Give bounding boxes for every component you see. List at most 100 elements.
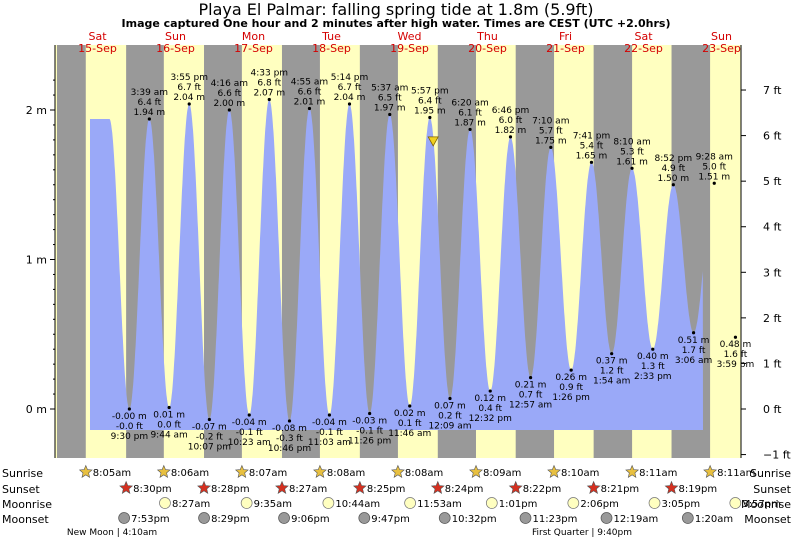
high-tide-feet: 6.1 ft [458,108,482,118]
daylight-band [55,45,57,458]
low-tide-point [610,352,614,356]
high-tide-feet: 6.4 ft [418,96,442,106]
moonrise-time: 8:27am [172,499,210,510]
moonset-time: 7:53pm [131,514,170,525]
day-date: 15-Sep [78,42,117,55]
moonset-row-label: Moonset [2,513,49,526]
high-tide-time: 6:20 am [451,98,488,108]
low-tide-feet: 0.0 ft [157,421,181,431]
daylight-band [710,45,741,458]
low-tide-feet: 0.2 ft [438,412,462,422]
sunset-time: 8:22pm [523,484,562,495]
sunrise-icon [547,464,561,478]
low-tide-metres: 0.01 m [153,411,185,421]
sunrise-icon [313,464,327,478]
day-name: Wed [398,30,422,43]
sunset-time: 8:19pm [679,484,718,495]
sunset-icon [664,480,679,494]
high-tide-point [671,183,675,187]
moonrise-time: 11:53am [417,499,462,510]
low-tide-time: 12:57 am [509,401,552,411]
sunrise-time: 8:11am [639,468,677,479]
day-name: Tue [321,30,341,43]
moonrise-icon [159,497,171,509]
high-tide-time: 3:55 pm [170,73,208,83]
low-tide-point [691,331,696,335]
low-tide-point [569,368,573,372]
right-tick-label: 2 ft [763,312,782,325]
day-date: 16-Sep [156,42,195,55]
low-tide-metres: -0.04 m [312,418,347,428]
day-date: 21-Sep [546,42,585,55]
low-tide-feet: -0.1 ft [316,428,343,438]
low-tide-metres: 0.37 m [596,357,628,367]
low-tide-time: 10:46 pm [268,444,311,454]
low-tide-metres: 0.07 m [434,402,466,412]
moonset-time: 8:29pm [211,514,250,525]
high-tide-metres: 2.04 m [334,93,366,103]
low-tide-metres: 0.21 m [515,381,547,391]
moonset-time: 9:06pm [291,514,330,525]
high-tide-point [147,117,151,121]
high-tide-time: 8:52 pm [655,154,693,164]
tide-labels: -0.00 m-0.0 ft9:30 pm3:39 am6.4 ft1.94 m… [111,69,755,454]
day-date: 18-Sep [312,42,351,55]
right-tick-label: 3 ft [763,266,782,279]
low-tide-metres: -0.04 m [232,418,267,428]
day-date: 22-Sep [624,42,663,55]
high-tide-metres: 2.07 m [253,89,285,99]
sunrise-time: 8:09am [483,468,521,479]
axes: 0 m 1 m 2 m −1 ft 0 ft 1 ft 2 ft 3 ft 4 ft 5 ft 6 … [26,30,792,462]
right-tick-label: 4 ft [763,221,782,234]
high-tide-metres: 2.00 m [214,99,246,109]
high-tide-point [589,160,594,164]
high-tide-time: 3:39 am [131,88,168,98]
sunrise-icon [234,464,249,478]
sunrise-time: 8:08am [327,468,365,479]
sunset-icon [586,480,601,494]
high-tide-time: 4:16 am [211,79,248,89]
high-tide-metres: 1.61 m [616,157,648,167]
high-tide-metres: 1.65 m [576,151,608,161]
low-tide-point [448,396,452,401]
high-tide-feet: 5.4 ft [580,141,604,151]
low-tide-point [127,407,131,411]
low-tide-metres: -0.00 m [112,412,147,422]
high-tide-point [388,112,392,117]
low-tide-metres: -0.07 m [192,422,227,432]
low-tide-feet: -0.1 ft [236,428,263,438]
sunrise-icon [469,464,483,478]
low-tide-metres: -0.03 m [352,416,387,426]
sunrise-time: 8:11am [717,468,755,479]
moonrise-icon [648,497,661,509]
high-tide-feet: 5.0 ft [702,162,726,172]
low-tide-metres: 0.48 m [720,340,752,350]
day-name: Sat [88,30,107,43]
moonset-time: 10:32pm [452,514,497,525]
high-tide-metres: 2.04 m [173,93,205,103]
low-tide-time: 11:26 pm [348,436,391,446]
high-tide-feet: 6.8 ft [257,79,281,89]
day-name: Fri [559,30,572,43]
moonrise-time: 3:05pm [662,499,701,510]
low-tide-time: 11:03 am [308,438,351,448]
sunrise-time: 8:06am [171,468,209,479]
day-name: Sat [634,30,653,43]
high-tide-point [508,135,513,139]
moonrise-icon [567,497,580,509]
moonrise-icon [240,497,253,509]
tide-area [90,99,703,430]
sunset-icon [119,480,134,494]
high-tide-feet: 6.4 ft [138,98,162,108]
low-tide-metres: 0.40 m [637,352,669,362]
low-tide-time: 10:07 pm [188,442,231,452]
moonrise-icon [322,497,335,509]
right-tick-label: 7 ft [763,84,782,97]
high-tide-metres: 1.50 m [657,174,689,184]
sunset-time: 8:21pm [601,484,640,495]
moonset-time: 9:47pm [371,514,410,525]
sunrise-time: 8:10am [561,468,599,479]
high-tide-point [227,108,231,112]
moonrise-time: 9:35am [254,499,292,510]
low-tide-feet: 1.6 ft [724,350,748,360]
